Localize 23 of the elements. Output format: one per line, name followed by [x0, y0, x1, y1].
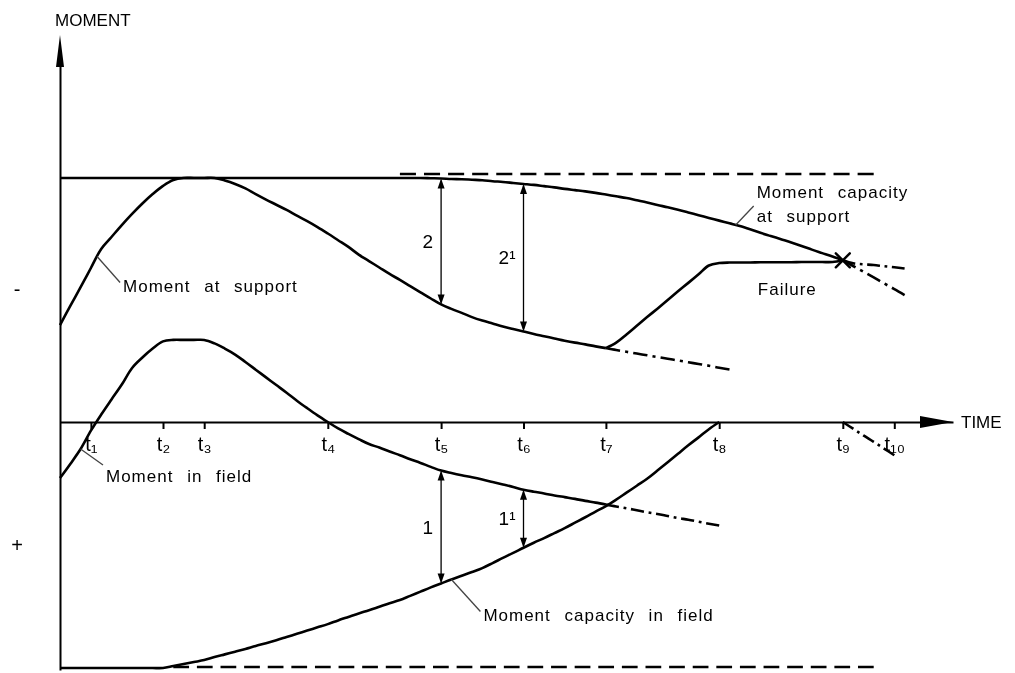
series-label: Moment in field: [106, 466, 253, 486]
series-label: Moment capacity at support: [756, 182, 909, 226]
annotation: 1: [422, 516, 434, 538]
annotation: 1¹: [498, 508, 516, 530]
x-tick-label: t₉: [836, 433, 851, 456]
x-tick-label: t₁: [85, 433, 98, 456]
text: +: [11, 534, 23, 556]
series-label: Moment at support: [123, 277, 298, 297]
x-tick-label: t₂: [156, 433, 171, 456]
x-tick-label: t₄: [321, 433, 336, 456]
x-tick-label: t₃: [197, 433, 212, 456]
annotation: 2¹: [498, 247, 516, 269]
series-label: Failure: [757, 280, 817, 300]
x-tick-label: t₁₀: [884, 433, 906, 456]
x-tick-label: t₇: [600, 433, 613, 456]
x-tick-label: t₈: [712, 433, 727, 456]
text: -: [13, 278, 21, 300]
x-tick-label: t₅: [434, 433, 449, 456]
x-tick-label: t₆: [517, 433, 531, 456]
text: MOMENT: [55, 10, 131, 30]
x-axis-title: TIME: [961, 412, 1002, 432]
annotation: 2: [422, 231, 434, 253]
text: Moment capacity in field: [483, 606, 714, 626]
